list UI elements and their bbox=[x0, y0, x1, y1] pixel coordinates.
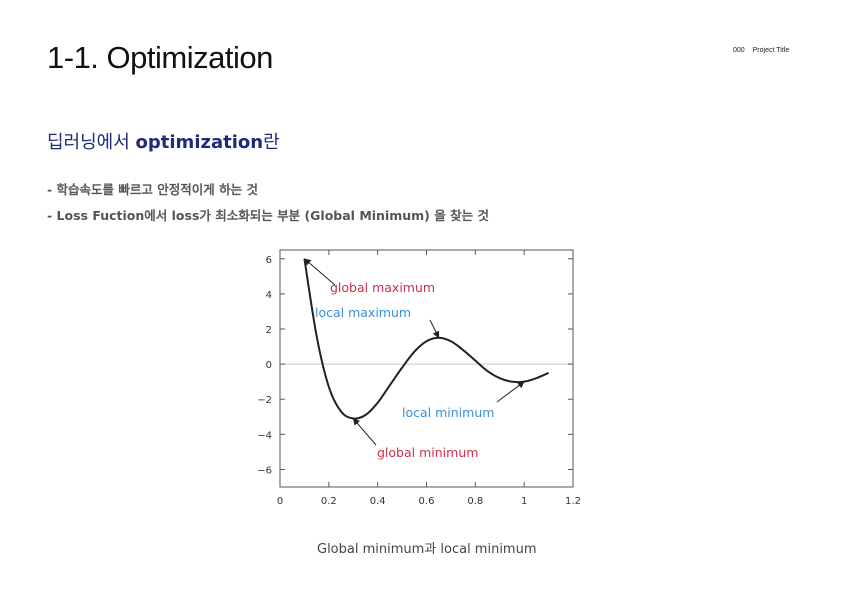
project-number: 000 bbox=[733, 47, 745, 54]
annotation-label: local maximum bbox=[315, 305, 411, 320]
x-tick-label: 0 bbox=[277, 496, 283, 507]
project-title: Project Title bbox=[752, 47, 790, 54]
y-tick-label: 2 bbox=[266, 325, 272, 336]
annotation-label: global maximum bbox=[330, 280, 435, 295]
annotation-arrow bbox=[429, 319, 440, 339]
y-tick-label: 6 bbox=[266, 255, 272, 266]
annotation-label: global minimum bbox=[377, 445, 478, 460]
project-label: 000 Project Title bbox=[733, 47, 789, 54]
y-tick-label: 4 bbox=[266, 290, 272, 301]
y-tick-label: −2 bbox=[257, 395, 272, 406]
y-tick-label: −4 bbox=[257, 430, 272, 441]
x-tick-label: 1 bbox=[521, 496, 527, 507]
section-heading: 딥러닝에서 optimization란 bbox=[47, 128, 280, 154]
x-tick-label: 0.6 bbox=[419, 496, 435, 507]
bullet-list: - 학습속도를 빠르고 안정적이게 하는 것 - Loss Fuction에서 … bbox=[47, 181, 489, 233]
y-tick-label: −6 bbox=[257, 465, 272, 476]
annotation-label: local minimum bbox=[402, 405, 494, 420]
x-tick-label: 1.2 bbox=[565, 496, 581, 507]
loss-curve-line bbox=[303, 258, 549, 420]
loss-curve-chart: 0 0.2 0.4 0.6 0.8 1 1.2 6 4 2 0 −2 −4 −6 global maximu… bbox=[257, 249, 581, 507]
x-tick-label: 0.4 bbox=[370, 496, 386, 507]
annotation-arrow bbox=[303, 258, 336, 286]
heading-suffix: 란 bbox=[263, 132, 280, 153]
x-tick-label: 0.2 bbox=[321, 496, 337, 507]
figure-caption: Global minimum과 local minimum bbox=[317, 542, 537, 557]
heading-prefix: 딥러닝에서 bbox=[47, 132, 136, 153]
page-title: 1-1. Optimization bbox=[47, 40, 273, 75]
annotation-arrow bbox=[352, 418, 377, 446]
bullet-item: - 학습속도를 빠르고 안정적이게 하는 것 bbox=[47, 182, 258, 197]
y-tick-label: 0 bbox=[266, 360, 272, 371]
bullet-item: - Loss Fuction에서 loss가 최소화되는 부분 (Global … bbox=[47, 208, 489, 223]
heading-keyword: optimization bbox=[135, 132, 264, 153]
x-tick-label: 0.8 bbox=[467, 496, 483, 507]
annotation-arrow bbox=[496, 381, 525, 403]
